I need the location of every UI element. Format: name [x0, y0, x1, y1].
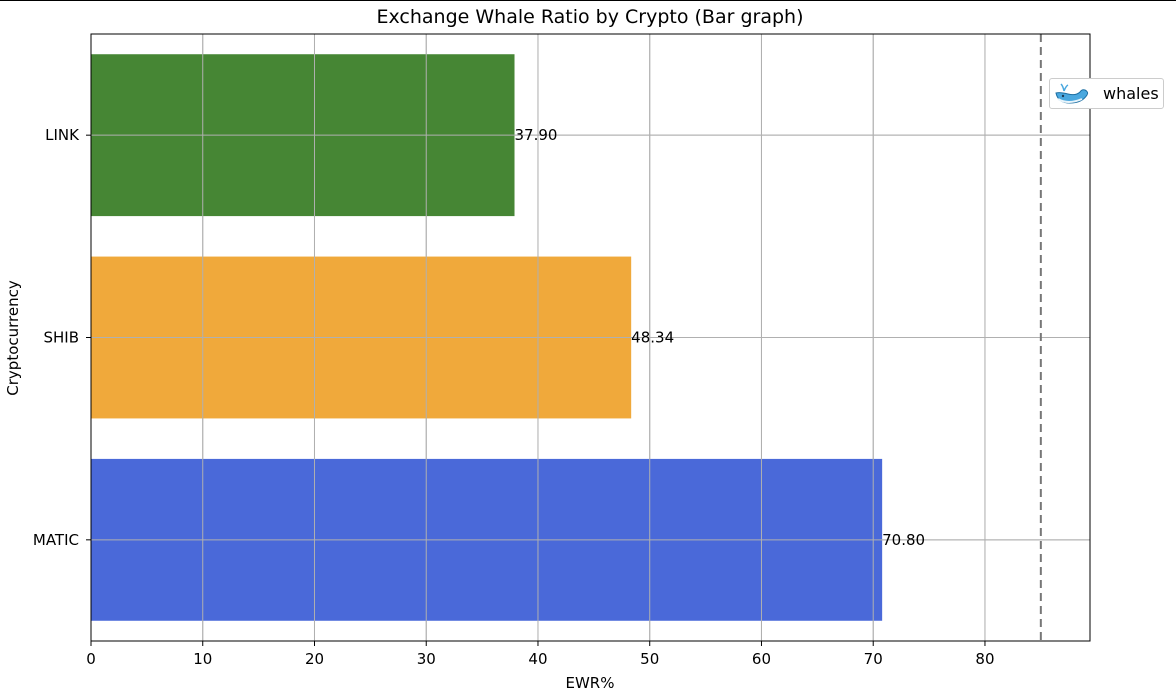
x-tick-label: 0 — [86, 650, 96, 668]
x-tick-label: 20 — [305, 650, 324, 668]
value-label-matic: 70.80 — [882, 531, 925, 549]
value-labels: 70.80 48.34 37.90 — [515, 126, 926, 549]
x-tick-label: 70 — [864, 650, 883, 668]
x-axis-ticks: 0 10 20 30 40 50 60 70 80 — [86, 641, 995, 668]
x-tick-label: 30 — [417, 650, 436, 668]
x-tick-label: 40 — [528, 650, 547, 668]
y-tick-label: MATIC — [33, 531, 79, 549]
value-label-shib: 48.34 — [631, 329, 674, 347]
y-axis-ticks: MATIC SHIB LINK — [33, 126, 91, 549]
y-tick-label: LINK — [45, 126, 80, 144]
bars — [90, 34, 1090, 641]
legend: whales — [1049, 78, 1164, 109]
chart-title: Exchange Whale Ratio by Crypto (Bar grap… — [377, 6, 804, 28]
x-axis-label: EWR% — [566, 674, 615, 692]
window-top-border — [0, 0, 1176, 1]
x-tick-label: 10 — [193, 650, 212, 668]
x-tick-label: 80 — [975, 650, 994, 668]
whale-icon — [1055, 83, 1089, 104]
y-tick-label: SHIB — [43, 329, 79, 347]
value-label-link: 37.90 — [515, 126, 558, 144]
x-tick-label: 60 — [752, 650, 771, 668]
x-tick-label: 50 — [640, 650, 659, 668]
y-axis-label: Cryptocurrency — [4, 280, 22, 396]
legend-label-whales: whales — [1103, 84, 1159, 103]
